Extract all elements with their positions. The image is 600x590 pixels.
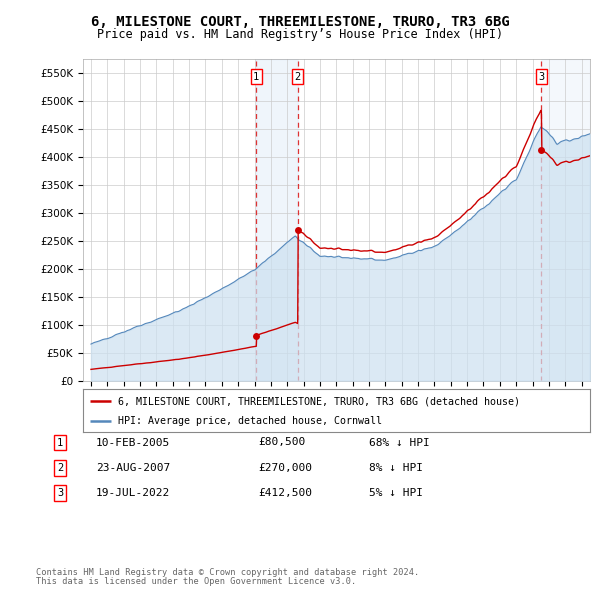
Text: 23-AUG-2007: 23-AUG-2007 bbox=[96, 463, 170, 473]
Text: 6, MILESTONE COURT, THREEMILESTONE, TRURO, TR3 6BG (detached house): 6, MILESTONE COURT, THREEMILESTONE, TRUR… bbox=[118, 396, 520, 407]
Bar bbox=[541, 59, 590, 381]
Text: 1: 1 bbox=[57, 438, 63, 447]
Bar bbox=[256, 59, 298, 381]
Text: 6, MILESTONE COURT, THREEMILESTONE, TRURO, TR3 6BG: 6, MILESTONE COURT, THREEMILESTONE, TRUR… bbox=[91, 15, 509, 29]
Text: 1: 1 bbox=[253, 72, 259, 81]
Text: £270,000: £270,000 bbox=[258, 463, 312, 473]
Text: 2: 2 bbox=[57, 463, 63, 473]
Text: 8% ↓ HPI: 8% ↓ HPI bbox=[369, 463, 423, 473]
Point bbox=[536, 145, 546, 155]
Point bbox=[293, 225, 302, 234]
Text: £412,500: £412,500 bbox=[258, 489, 312, 498]
Text: 3: 3 bbox=[57, 489, 63, 498]
Text: 5% ↓ HPI: 5% ↓ HPI bbox=[369, 489, 423, 498]
Text: 2: 2 bbox=[295, 72, 301, 81]
Text: 68% ↓ HPI: 68% ↓ HPI bbox=[369, 438, 430, 447]
Text: 19-JUL-2022: 19-JUL-2022 bbox=[96, 489, 170, 498]
Point bbox=[251, 331, 261, 340]
Text: HPI: Average price, detached house, Cornwall: HPI: Average price, detached house, Corn… bbox=[118, 417, 382, 426]
Text: Price paid vs. HM Land Registry’s House Price Index (HPI): Price paid vs. HM Land Registry’s House … bbox=[97, 28, 503, 41]
Text: 3: 3 bbox=[538, 72, 545, 81]
Text: Contains HM Land Registry data © Crown copyright and database right 2024.: Contains HM Land Registry data © Crown c… bbox=[36, 568, 419, 577]
Text: £80,500: £80,500 bbox=[258, 438, 305, 447]
Text: This data is licensed under the Open Government Licence v3.0.: This data is licensed under the Open Gov… bbox=[36, 578, 356, 586]
Text: 10-FEB-2005: 10-FEB-2005 bbox=[96, 438, 170, 447]
